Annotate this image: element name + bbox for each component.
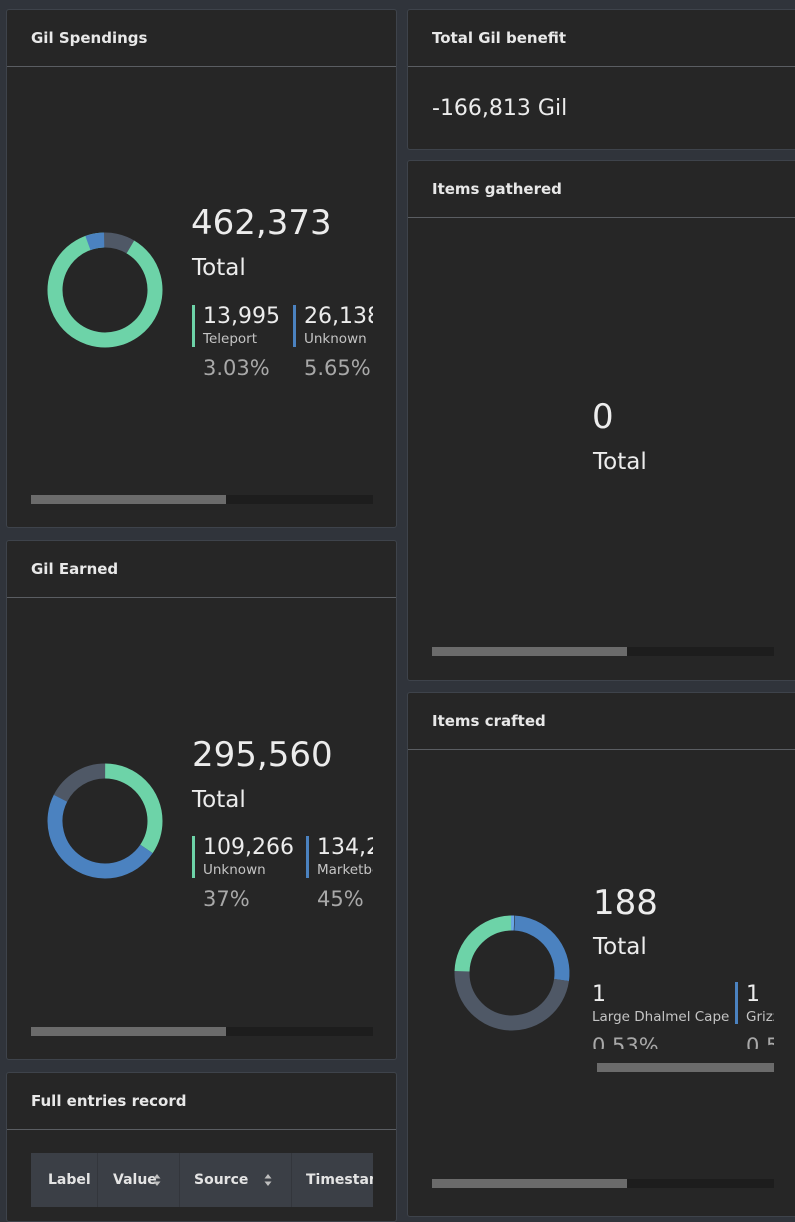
- scrollbar-thumb[interactable]: [432, 1179, 627, 1188]
- items-crafted-donut-chart: [454, 915, 570, 1031]
- entries-table-header: Label Value Source Timestamp: [31, 1153, 373, 1207]
- legend-percent: 37%: [203, 887, 250, 911]
- horizontal-scrollbar[interactable]: [31, 1027, 373, 1036]
- legend-name: Unknown: [304, 331, 367, 347]
- column-label: Value: [113, 1172, 157, 1188]
- legend-color-marker: [192, 305, 195, 347]
- total-value: 0: [592, 397, 614, 437]
- gil-spendings-donut-chart: [41, 226, 169, 354]
- donut-segment-blue[interactable]: [41, 226, 169, 354]
- legend-color-marker: [735, 982, 738, 1024]
- column-label: Source: [194, 1172, 249, 1188]
- legend-value: 26,138: [304, 304, 373, 329]
- column-divider: [179, 1153, 180, 1207]
- card-header: Total Gil benefit: [408, 10, 795, 67]
- scrollbar-thumb[interactable]: [432, 647, 627, 656]
- full-entries-record-card: Full entries record Label Value Source T…: [6, 1072, 397, 1222]
- total-label: Total: [593, 449, 647, 475]
- legend-name: Teleport: [203, 331, 257, 347]
- legend-name: Marketbo: [317, 862, 373, 878]
- total-gil-benefit-card: Total Gil benefit -166,813 Gil: [407, 9, 795, 150]
- card-header: Gil Earned: [7, 541, 396, 598]
- gil-spendings-card: Gil Spendings 462,373 Total 13,995 Telep…: [6, 9, 397, 528]
- horizontal-scrollbar[interactable]: [31, 495, 373, 504]
- card-header: Items gathered: [408, 161, 795, 218]
- card-header: Gil Spendings: [7, 10, 396, 67]
- column-header-label[interactable]: Label: [31, 1153, 97, 1207]
- legend-value: 1: [746, 982, 760, 1007]
- legend-percent: 0.5: [746, 1034, 774, 1049]
- card-header: Items crafted: [408, 693, 795, 750]
- column-header-source[interactable]: Source: [179, 1153, 291, 1207]
- legend-percent: 3.03%: [203, 356, 270, 380]
- card-title: Gil Spendings: [31, 29, 148, 47]
- legend-color-marker: [293, 305, 296, 347]
- items-gathered-card: Items gathered 0 Total: [407, 160, 795, 681]
- card-title: Gil Earned: [31, 560, 119, 578]
- legend: 109,266 Unknown 37% 134,2 Marketbo 45%: [191, 833, 373, 923]
- gil-earned-card: Gil Earned 295,560 Total 109,266 Unknown…: [6, 540, 397, 1060]
- scrollbar-thumb[interactable]: [597, 1063, 774, 1072]
- total-value: 295,560: [192, 735, 333, 775]
- horizontal-scrollbar[interactable]: [432, 647, 774, 656]
- donut-segment-slate[interactable]: [454, 915, 570, 1031]
- benefit-value: -166,813 Gil: [432, 96, 568, 121]
- legend-value: 134,2: [317, 835, 373, 860]
- legend-value: 109,266: [203, 835, 294, 860]
- total-label: Total: [192, 255, 246, 281]
- column-divider: [291, 1153, 292, 1207]
- card-title: Total Gil benefit: [432, 29, 567, 47]
- sort-icon[interactable]: [153, 1173, 161, 1187]
- legend-scrollbar[interactable]: [597, 1063, 774, 1072]
- total-value: 188: [593, 883, 658, 923]
- card-title: Items gathered: [432, 180, 562, 198]
- legend-color-marker: [192, 836, 195, 878]
- legend-percent: 45%: [317, 887, 364, 911]
- donut-segment-light-blue[interactable]: [454, 915, 570, 1031]
- total-label: Total: [192, 787, 246, 813]
- legend: 1 Large Dhalmel Cape 0.53% 1 Grizz 0.5: [591, 979, 774, 1049]
- column-label: Timestamp: [306, 1172, 373, 1188]
- scrollbar-thumb[interactable]: [31, 1027, 226, 1036]
- legend-name: Large Dhalmel Cape: [592, 1009, 730, 1025]
- card-header: Full entries record: [7, 1073, 396, 1130]
- donut-segment-green[interactable]: [454, 915, 570, 1031]
- donut-segment-slate[interactable]: [47, 232, 163, 348]
- total-label: Total: [593, 934, 647, 960]
- donut-segment-blue[interactable]: [40, 756, 170, 886]
- legend: 13,995 Teleport 3.03% 26,138 Unknown 5.6…: [191, 302, 373, 392]
- legend-name: Unknown: [203, 862, 266, 878]
- legend-percent: 5.65%: [304, 356, 371, 380]
- column-header-value[interactable]: Value: [97, 1153, 179, 1207]
- column-label: Label: [48, 1172, 91, 1188]
- horizontal-scrollbar[interactable]: [432, 1179, 774, 1188]
- sort-icon[interactable]: [264, 1173, 272, 1187]
- donut-segment-blue[interactable]: [454, 915, 570, 1031]
- items-crafted-card: Items crafted 188 Total 1 Large Dhalmel …: [407, 692, 795, 1217]
- column-header-timestamp[interactable]: Timestamp: [291, 1153, 373, 1207]
- donut-segment-slate[interactable]: [40, 756, 170, 886]
- total-value: 462,373: [191, 203, 332, 243]
- card-title: Items crafted: [432, 712, 546, 730]
- column-divider: [97, 1153, 98, 1207]
- legend-value: 13,995: [203, 304, 280, 329]
- legend-color-marker: [306, 836, 309, 878]
- legend-percent: 0.53%: [592, 1034, 659, 1049]
- scrollbar-thumb[interactable]: [31, 495, 226, 504]
- gil-earned-donut-chart: [40, 756, 170, 886]
- legend-name: Grizz: [746, 1009, 774, 1025]
- card-title: Full entries record: [31, 1092, 187, 1110]
- legend-value: 1: [592, 982, 606, 1007]
